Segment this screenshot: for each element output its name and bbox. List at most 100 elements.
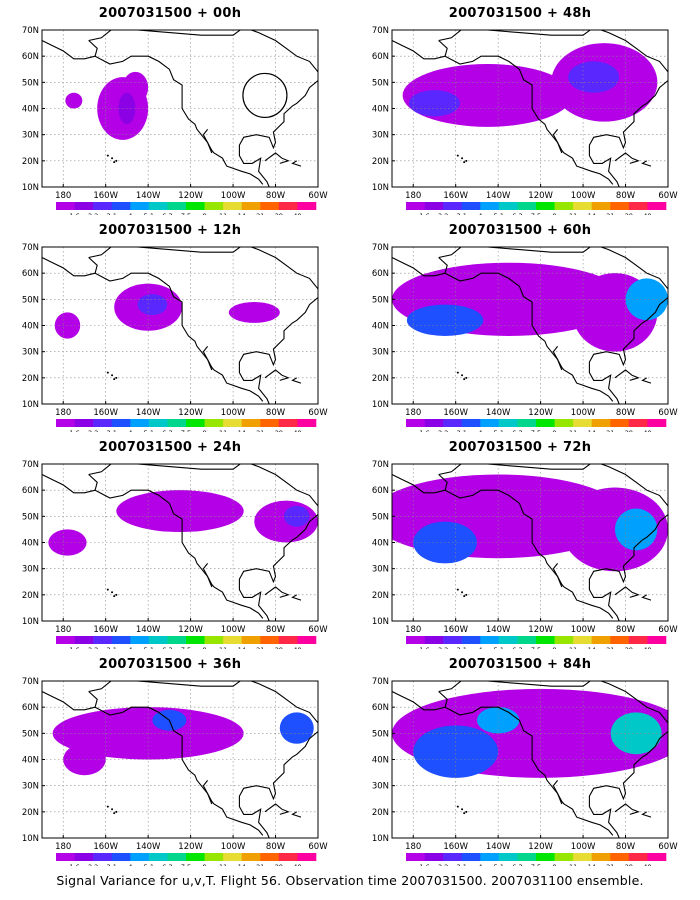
legend-label: 6.3 (512, 212, 522, 215)
legend-swatch (443, 636, 463, 644)
legend-swatch (424, 636, 444, 644)
legend-swatch (591, 853, 611, 861)
legend-label: 5.1 (144, 429, 154, 432)
legend-swatch (241, 202, 261, 210)
legend-swatch (186, 853, 205, 861)
legend-swatch (241, 853, 261, 861)
lat-tick-label: 30N (22, 348, 39, 358)
lon-tick-label: 80W (616, 842, 636, 852)
lat-tick-label: 20N (22, 157, 39, 167)
lon-tick-label: 60W (308, 408, 328, 418)
lat-tick-label: 40N (372, 539, 389, 549)
legend-label: 11 (219, 646, 227, 649)
coastline-1 (438, 257, 614, 402)
legend-swatch (148, 853, 168, 861)
legend-label: 6.3 (512, 863, 522, 866)
lon-tick-label: 60W (308, 842, 328, 852)
legend-label: 14 (238, 429, 246, 432)
legend-label: 29 (275, 863, 283, 866)
legend-swatch (406, 636, 425, 644)
legend-swatch (241, 636, 261, 644)
legend-swatch (498, 853, 518, 861)
lon-tick-label: 80W (266, 408, 286, 418)
lat-tick-label: 60N (372, 52, 389, 62)
legend-label: 3.1 (107, 429, 117, 432)
legend-label: 21 (606, 429, 614, 432)
legend-swatch (443, 202, 463, 210)
coastline-4 (264, 803, 290, 815)
coastline-1 (438, 474, 614, 619)
legend-label: 40 (643, 212, 651, 215)
legend-swatch (461, 202, 481, 210)
lon-tick-label: 60W (658, 408, 678, 418)
legend-swatch (148, 636, 168, 644)
lon-tick-label: 140W (136, 191, 161, 201)
coastline-0 (88, 30, 318, 187)
legend-label: 21 (606, 863, 614, 866)
legend-label: 1.6 (69, 212, 79, 215)
lat-tick-label: 20N (22, 591, 39, 601)
coastline-3 (392, 691, 446, 711)
coastline-2 (202, 346, 213, 371)
legend-label: 7.5 (531, 646, 541, 649)
legend-swatch (278, 853, 298, 861)
lon-tick-label: 180 (405, 408, 421, 418)
legend-label: 5.1 (494, 863, 504, 866)
coastline-5 (291, 160, 302, 167)
legend-swatch (204, 853, 224, 861)
legend-swatch (204, 202, 224, 210)
map-plot: 10N 20N 30N 40N 50N 60N 70N 180 160W 140W 120W 100W… (22, 26, 328, 215)
coastline-1 (438, 40, 614, 185)
legend-label: 11 (569, 863, 577, 866)
legend-swatch (517, 202, 537, 210)
lon-tick-label: 120W (178, 408, 203, 418)
legend-label: 6.3 (162, 429, 172, 432)
lon-tick-label: 160W (443, 842, 468, 852)
legend-label: 21 (606, 646, 614, 649)
panel-title: 2007031500 + 72h (448, 440, 592, 455)
legend-label: 11 (569, 429, 577, 432)
variance-contour-3 (284, 505, 310, 527)
coastline-3 (42, 257, 96, 277)
legend-swatch (573, 636, 593, 644)
lat-tick-label: 20N (22, 808, 39, 818)
legend-swatch (56, 202, 75, 210)
legend-swatch (628, 419, 648, 427)
legend-label: 5.1 (144, 646, 154, 649)
legend-swatch (480, 853, 500, 861)
legend-label: 40 (643, 429, 651, 432)
lat-tick-label: 50N (22, 729, 39, 739)
coastline-4 (264, 152, 290, 164)
panel-title: 2007031500 + 60h (448, 223, 592, 238)
legend-swatch (74, 202, 94, 210)
legend-label: 3.1 (457, 212, 467, 215)
legend-swatch (573, 419, 593, 427)
legend-label: 4 (128, 646, 132, 649)
legend-label: 21 (256, 863, 264, 866)
lon-tick-label: 180 (405, 191, 421, 201)
variance-contour-2 (65, 92, 83, 109)
legend-label: 5.1 (144, 212, 154, 215)
legend-label: 3.1 (457, 646, 467, 649)
legend-swatch (610, 636, 630, 644)
legend-swatch (186, 636, 205, 644)
legend-label: 21 (256, 646, 264, 649)
legend-swatch (536, 202, 555, 210)
map-plot: 10N 20N 30N 40N 50N 60N 70N 180 160W 140W 120W 100W… (372, 26, 678, 215)
lat-tick-label: 40N (22, 105, 39, 115)
legend-swatch (111, 853, 131, 861)
legend-swatch (186, 202, 205, 210)
lat-tick-label: 40N (22, 322, 39, 332)
legend-swatch (111, 636, 131, 644)
legend-swatch (297, 202, 317, 210)
legend-swatch (223, 636, 243, 644)
lat-tick-label: 40N (22, 539, 39, 549)
legend-label: 40 (293, 212, 301, 215)
map-panel-36h: 2007031500 + 36h 10N 20N 30N 40N 50N 60N 70N 180… (0, 651, 340, 866)
legend-label: 14 (238, 863, 246, 866)
legend-label: 2.2 (438, 429, 448, 432)
legend-swatch (93, 853, 113, 861)
variance-contour-2 (568, 61, 620, 93)
legend-swatch (424, 419, 444, 427)
lon-tick-label: 140W (136, 408, 161, 418)
